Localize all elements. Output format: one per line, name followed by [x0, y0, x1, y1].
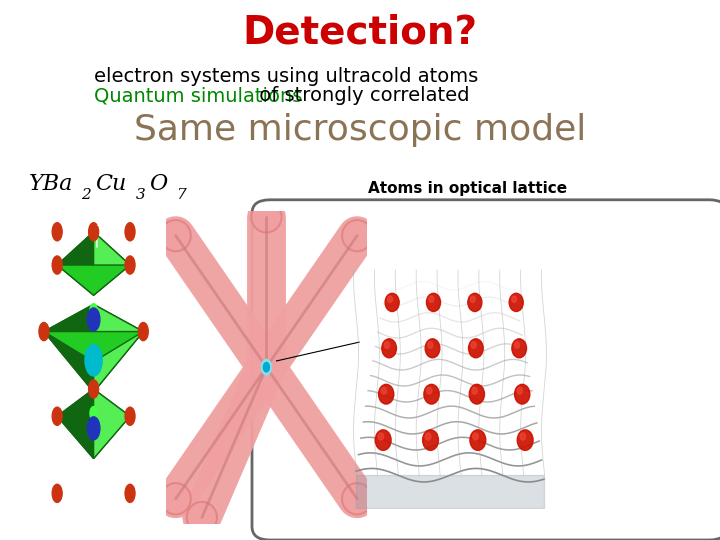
- Circle shape: [125, 256, 135, 274]
- Circle shape: [426, 339, 440, 358]
- Circle shape: [426, 433, 431, 440]
- Circle shape: [469, 339, 483, 358]
- Circle shape: [125, 407, 135, 426]
- Text: O: O: [149, 173, 167, 194]
- Circle shape: [387, 296, 392, 302]
- Circle shape: [428, 342, 433, 348]
- Text: Quantum simulations: Quantum simulations: [94, 86, 302, 105]
- Circle shape: [424, 384, 439, 404]
- Ellipse shape: [342, 220, 372, 251]
- Text: 3: 3: [135, 188, 145, 202]
- Polygon shape: [94, 305, 143, 362]
- Circle shape: [512, 339, 526, 358]
- Circle shape: [89, 380, 99, 398]
- Polygon shape: [57, 416, 130, 458]
- Text: Same microscopic model: Same microscopic model: [134, 113, 586, 146]
- Polygon shape: [57, 265, 130, 295]
- Circle shape: [469, 384, 485, 404]
- Circle shape: [90, 303, 97, 317]
- Circle shape: [87, 308, 100, 331]
- Text: Atoms in optical lattice: Atoms in optical lattice: [369, 181, 567, 197]
- Circle shape: [85, 345, 102, 376]
- Circle shape: [515, 384, 530, 404]
- Circle shape: [384, 342, 390, 348]
- Circle shape: [264, 362, 269, 372]
- Circle shape: [514, 342, 520, 348]
- Text: of strongly correlated: of strongly correlated: [253, 86, 470, 105]
- Circle shape: [125, 484, 135, 502]
- Polygon shape: [44, 305, 143, 332]
- Circle shape: [89, 222, 99, 241]
- Text: 2: 2: [81, 188, 91, 202]
- Circle shape: [471, 342, 476, 348]
- Circle shape: [378, 433, 384, 440]
- Circle shape: [381, 387, 387, 394]
- Ellipse shape: [342, 483, 372, 515]
- Circle shape: [375, 430, 391, 450]
- Circle shape: [53, 222, 62, 241]
- Circle shape: [125, 222, 135, 241]
- Polygon shape: [94, 332, 143, 392]
- Ellipse shape: [161, 220, 191, 251]
- Text: Cu: Cu: [95, 173, 127, 194]
- Circle shape: [472, 387, 477, 394]
- Bar: [36, 226, 152, 501]
- Text: 7: 7: [176, 188, 186, 202]
- Circle shape: [429, 296, 434, 302]
- Circle shape: [426, 293, 441, 312]
- Circle shape: [517, 387, 523, 394]
- Polygon shape: [94, 389, 130, 458]
- Circle shape: [261, 360, 271, 375]
- Polygon shape: [44, 332, 143, 392]
- Circle shape: [468, 293, 482, 312]
- Circle shape: [426, 387, 432, 394]
- Circle shape: [473, 433, 478, 440]
- Polygon shape: [44, 305, 94, 362]
- Ellipse shape: [251, 201, 282, 233]
- Text: electron systems using ultracold atoms: electron systems using ultracold atoms: [94, 68, 478, 86]
- Text: Detection?: Detection?: [243, 14, 477, 51]
- Circle shape: [520, 433, 526, 440]
- Polygon shape: [57, 232, 94, 295]
- Circle shape: [517, 430, 533, 450]
- Circle shape: [53, 484, 62, 502]
- Circle shape: [138, 322, 148, 341]
- Polygon shape: [57, 389, 94, 458]
- Circle shape: [90, 407, 97, 420]
- Polygon shape: [44, 332, 94, 392]
- Ellipse shape: [161, 483, 191, 515]
- Circle shape: [53, 407, 62, 426]
- Polygon shape: [57, 232, 130, 265]
- Polygon shape: [57, 389, 130, 416]
- Ellipse shape: [186, 502, 217, 533]
- Circle shape: [385, 293, 399, 312]
- Circle shape: [39, 322, 49, 341]
- FancyBboxPatch shape: [252, 200, 720, 540]
- Circle shape: [470, 296, 475, 302]
- Text: YBa: YBa: [29, 173, 73, 194]
- Circle shape: [382, 339, 397, 358]
- Circle shape: [423, 430, 438, 450]
- Circle shape: [470, 430, 486, 450]
- Circle shape: [87, 417, 100, 440]
- Circle shape: [509, 293, 523, 312]
- Circle shape: [379, 384, 394, 404]
- Circle shape: [53, 256, 62, 274]
- Polygon shape: [94, 232, 130, 295]
- Circle shape: [512, 296, 516, 302]
- Text: z: z: [97, 218, 102, 228]
